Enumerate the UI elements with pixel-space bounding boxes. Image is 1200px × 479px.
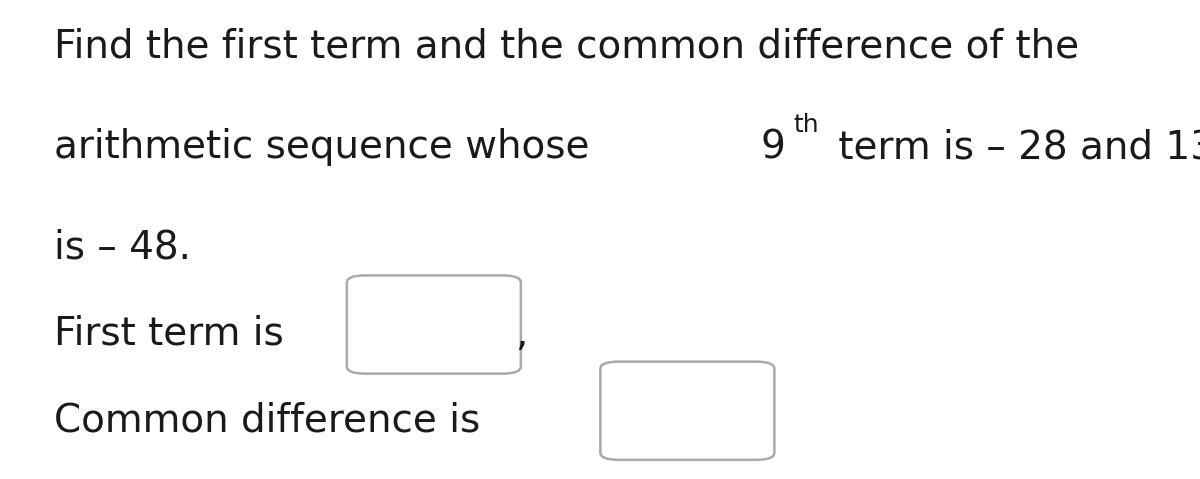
- Text: ,: ,: [515, 315, 527, 353]
- FancyBboxPatch shape: [600, 362, 774, 460]
- Text: arithmetic sequence whose: arithmetic sequence whose: [54, 128, 602, 166]
- Text: th: th: [793, 113, 818, 137]
- Text: Find the first term and the common difference of the: Find the first term and the common diffe…: [54, 27, 1079, 66]
- Text: Common difference is: Common difference is: [54, 401, 480, 439]
- Text: 9: 9: [761, 128, 786, 166]
- FancyBboxPatch shape: [347, 275, 521, 374]
- Text: First term is: First term is: [54, 315, 283, 353]
- Text: is – 48.: is – 48.: [54, 228, 191, 267]
- Text: term is – 28 and 13: term is – 28 and 13: [826, 128, 1200, 166]
